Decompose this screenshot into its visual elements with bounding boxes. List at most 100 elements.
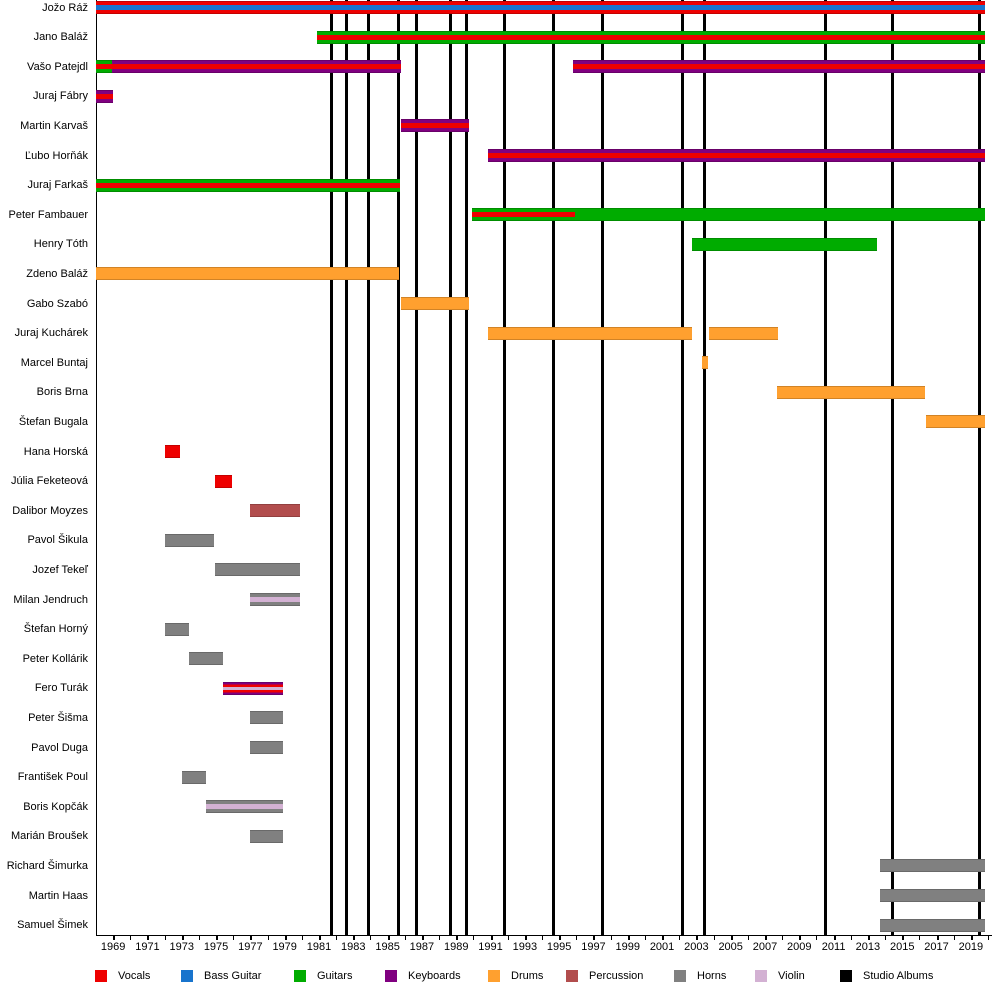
member-label: Juraj Fábry: [32, 90, 88, 103]
axis-tick: [902, 936, 905, 940]
axis-tick: [747, 936, 749, 940]
axis-year-label: 2017: [924, 941, 949, 953]
timeline-bar: [189, 652, 223, 666]
studio-album-line: [448, 0, 452, 935]
member-label: Milan Jendruch: [13, 593, 88, 606]
axis-year-label: 1983: [341, 941, 366, 953]
axis-tick: [679, 936, 681, 940]
member-label: Gabo Szabó: [26, 297, 88, 310]
legend-swatch-guitars: [294, 970, 306, 982]
member-label: Pavol Duga: [31, 741, 88, 754]
axis-tick: [319, 936, 321, 940]
legend-label: Horns: [697, 970, 727, 982]
axis-tick: [113, 936, 116, 940]
axis-tick: [181, 936, 184, 940]
y-axis-line: [96, 0, 97, 936]
axis-tick: [919, 936, 921, 940]
axis-year-label: 1991: [478, 941, 503, 953]
axis-tick: [130, 936, 132, 940]
member-label: Jozef Tekeľ: [32, 563, 88, 576]
axis-year-label: 2015: [889, 941, 915, 953]
axis-year-label: 1973: [169, 941, 194, 953]
axis-tick: [387, 936, 390, 940]
studio-album-line: [502, 0, 506, 935]
axis-tick: [164, 936, 166, 940]
axis-tick: [662, 936, 665, 940]
axis-tick: [233, 936, 235, 940]
legend-label: Keyboards: [408, 970, 461, 982]
legend-item-album: Studio Albums: [840, 968, 933, 984]
axis-tick: [730, 936, 733, 940]
timeline-bar: [215, 474, 232, 488]
legend-item-vocals: Vocals: [95, 968, 150, 984]
member-label: Peter Fambauer: [8, 208, 88, 221]
timeline-bar: [487, 149, 986, 162]
axis-tick: [627, 936, 630, 940]
axis-tick: [867, 936, 870, 940]
axis-year-label: 2011: [821, 941, 846, 953]
axis-year-label: 2007: [752, 941, 778, 953]
legend-swatch-album: [840, 970, 852, 982]
legend-item-keyboards: Keyboards: [385, 968, 461, 984]
timeline-bar: [401, 297, 470, 310]
axis-year-label: 1971: [135, 941, 160, 953]
legend-label: Studio Albums: [863, 970, 934, 982]
timeline-bar: [471, 208, 575, 222]
axis-year-label: 1985: [375, 941, 400, 953]
timeline-bar: [702, 356, 709, 370]
axis-tick: [559, 936, 562, 940]
axis-tick: [250, 936, 253, 940]
axis-year-label: 1969: [100, 941, 126, 953]
axis-tick: [953, 936, 955, 940]
legend-swatch-keyboards: [385, 970, 397, 982]
timeline-bar: [692, 237, 878, 251]
member-label: Hana Horská: [23, 445, 88, 458]
axis-tick: [370, 936, 372, 940]
member-label: Štefan Horný: [23, 623, 88, 636]
axis-tick: [542, 936, 543, 940]
axis-tick: [147, 936, 150, 940]
axis-year-label: 2013: [855, 941, 881, 953]
member-label: Vašo Patejdl: [27, 60, 88, 73]
axis-tick: [610, 936, 612, 940]
axis-year-label: 1989: [443, 941, 469, 953]
axis-year-label: 2001: [649, 941, 675, 953]
member-label: Martin Karvaš: [20, 119, 88, 132]
member-label: Jožo Ráž: [42, 1, 88, 14]
legend-item-bass: Bass Guitar: [181, 968, 261, 984]
axis-tick: [507, 936, 509, 940]
member-label: Juraj Farkaš: [27, 179, 88, 192]
timeline-bar: [215, 563, 301, 577]
timeline-bar: [879, 889, 986, 902]
axis-tick: [524, 936, 527, 940]
member-label: Ľubo Horňák: [25, 149, 88, 162]
axis-tick: [216, 936, 219, 940]
timeline-bar: [317, 30, 986, 44]
axis-year-label: 2019: [958, 941, 984, 953]
studio-album-line: [703, 0, 707, 935]
timeline-bar: [709, 326, 778, 340]
axis-year-label: 1993: [512, 941, 538, 953]
axis-tick: [713, 936, 715, 940]
axis-tick: [765, 936, 767, 940]
axis-tick: [816, 936, 818, 940]
timeline-bar: [96, 178, 401, 192]
timeline-bar: [879, 859, 986, 873]
timeline-bar: [164, 622, 190, 636]
member-label: Juraj Kuchárek: [14, 327, 88, 340]
timeline-bar: [879, 918, 986, 932]
axis-tick: [353, 936, 356, 940]
member-label: Richard Šimurka: [6, 859, 88, 872]
legend-label: Vocals: [118, 970, 151, 982]
axis-year-label: 2009: [787, 941, 812, 953]
studio-album-line: [551, 0, 555, 935]
axis-tick: [970, 936, 973, 940]
axis-tick: [490, 936, 493, 940]
studio-album-line: [600, 0, 604, 935]
axis-tick: [456, 936, 459, 940]
axis-tick: [850, 936, 852, 940]
timeline-bar: [926, 415, 985, 429]
axis-tick: [421, 936, 424, 940]
legend-swatch-bass: [181, 970, 193, 982]
